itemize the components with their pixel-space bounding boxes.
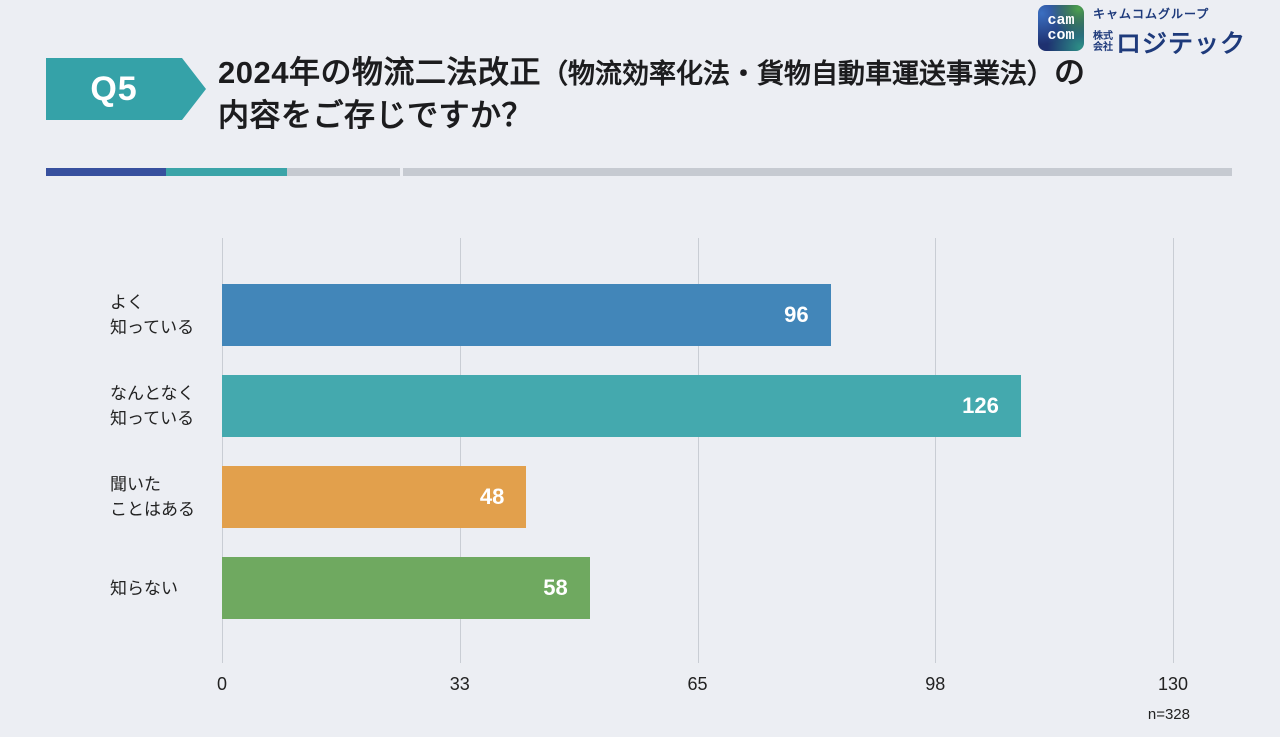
- brand-company-prefix: 株式 会社: [1093, 31, 1113, 53]
- question-title: 2024年の物流二法改正（物流効率化法・貨物自動車運送事業法）の 内容をご存じで…: [218, 52, 1085, 137]
- question-number-label: Q5: [90, 69, 138, 108]
- progress-divider: [46, 168, 1232, 176]
- bar-row-3: 58: [222, 557, 1173, 619]
- question-title-part3: の: [1053, 55, 1086, 90]
- camcom-logo-icon: cam com: [1037, 5, 1084, 51]
- brand-company: 株式 会社 ロジテック: [1093, 24, 1246, 60]
- gridline-0: [222, 238, 223, 663]
- question-title-line2: 内容をご存じですか？: [218, 98, 533, 133]
- bar-row-1: 126: [222, 375, 1173, 437]
- x-tick-label-65: 65: [687, 674, 708, 694]
- x-tick-label-33: 33: [449, 674, 470, 694]
- progress-segment-2: [287, 168, 400, 176]
- x-tick-label-0: 0: [216, 674, 227, 694]
- x-tick-label-98: 98: [925, 674, 946, 694]
- category-label-1: なんとなく 知っている: [110, 384, 195, 428]
- bar-value-label-0: 96: [784, 302, 809, 327]
- sample-size-label: n=328: [1147, 706, 1190, 723]
- gridline-98: [935, 238, 937, 663]
- x-tick-label-130: 130: [1157, 674, 1189, 694]
- gridline-33: [459, 238, 461, 663]
- bar-0: 96: [222, 284, 831, 346]
- bar-value-label-3: 58: [543, 575, 568, 600]
- question-title-part2: （物流効率化法・貨物自動車運送事業法）: [540, 59, 1054, 89]
- question-title-part1: 2024年の物流二法改正: [218, 55, 541, 90]
- bar-value-label-1: 126: [962, 393, 999, 418]
- brand-logo: cam com キャムコムグループ 株式 会社 ロジテック: [1037, 5, 1246, 60]
- question-number-badge: Q5: [46, 58, 206, 120]
- category-label-2: 聞いた ことはある: [110, 475, 195, 519]
- gridline-65: [697, 238, 699, 663]
- bar-value-label-2: 48: [479, 484, 505, 509]
- logo-mark-line1: cam: [1047, 12, 1075, 29]
- progress-segment-1: [166, 168, 287, 176]
- bar-2: 48: [222, 466, 527, 528]
- gridline-130: [1173, 238, 1174, 663]
- logo-mark-line2: com: [1047, 27, 1075, 44]
- category-label-3: 知らない: [110, 578, 178, 598]
- category-label-0: よく 知っている: [110, 293, 195, 337]
- bar-row-0: 96: [222, 284, 1173, 346]
- plot-area: 96 126 48 58: [222, 238, 1174, 663]
- brand-prefix-bottom: 会社: [1092, 42, 1113, 53]
- brand-text: キャムコムグループ 株式 会社 ロジテック: [1093, 5, 1246, 60]
- progress-segment-0: [46, 168, 166, 176]
- bar-3: 58: [222, 557, 590, 619]
- brand-group-name: キャムコムグループ: [1092, 7, 1210, 21]
- progress-segment-3: [403, 168, 1232, 176]
- brand-prefix-top: 株式: [1092, 31, 1113, 42]
- bar-1: 126: [222, 375, 1021, 437]
- brand-company-name: ロジテック: [1115, 30, 1246, 58]
- bar-row-2: 48: [222, 466, 1173, 528]
